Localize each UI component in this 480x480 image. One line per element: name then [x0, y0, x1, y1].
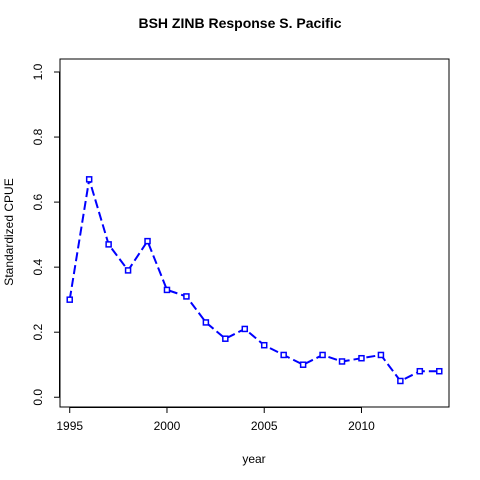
data-point [416, 367, 424, 375]
data-point [105, 241, 112, 248]
data-point [260, 341, 268, 349]
x-tick-label: 2010 [348, 419, 375, 433]
data-point [436, 367, 443, 375]
data-point [163, 286, 171, 294]
y-tick-label: 0.4 [31, 258, 45, 275]
y-tick-label: 0.6 [31, 193, 45, 210]
x-tick-label: 1995 [56, 419, 83, 433]
y-axis: 0.0 0.2 0.4 0.6 0.8 1.0 [31, 63, 60, 406]
data-point [377, 351, 385, 359]
data-point [299, 361, 307, 368]
x-tick-label: 2005 [251, 419, 278, 433]
y-tick-label: 0.0 [31, 389, 45, 406]
data-point [397, 377, 404, 385]
y-tick-label: 1.0 [31, 63, 45, 80]
data-point [144, 237, 151, 245]
chart-title: BSH ZINB Response S. Pacific [138, 15, 341, 31]
data-point [241, 325, 249, 333]
x-tick-label: 2000 [154, 419, 181, 433]
x-axis: 1995 2000 2005 2010 [56, 407, 375, 433]
plot-area [59, 58, 450, 408]
data-point [183, 293, 190, 300]
data-point [280, 351, 287, 359]
series-line [68, 178, 440, 382]
data-point [319, 351, 326, 359]
data-point [124, 267, 132, 274]
y-tick-label: 0.2 [31, 324, 45, 341]
x-axis-label: year [242, 452, 265, 466]
data-point [85, 176, 93, 183]
y-axis-label: Standardized CPUE [2, 178, 16, 285]
data-point [66, 296, 73, 303]
data-point [222, 335, 229, 342]
data-point [338, 358, 346, 365]
data-point [358, 354, 365, 362]
data-point [202, 319, 210, 326]
series-layer [66, 176, 443, 385]
y-tick-label: 0.8 [31, 128, 45, 145]
